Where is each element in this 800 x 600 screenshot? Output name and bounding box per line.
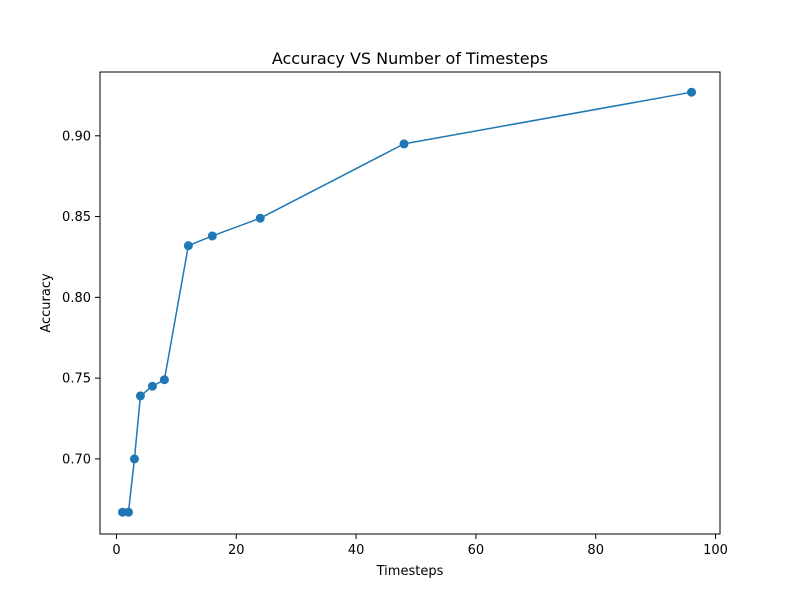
data-point bbox=[207, 231, 217, 241]
x-axis-label: Timesteps bbox=[376, 564, 444, 579]
data-point bbox=[255, 213, 265, 223]
x-tick-label: 60 bbox=[468, 543, 485, 558]
data-point bbox=[135, 391, 145, 401]
data-point bbox=[687, 87, 697, 97]
data-point bbox=[183, 241, 193, 251]
x-tick-label: 20 bbox=[228, 543, 245, 558]
y-axis-label: Accuracy bbox=[39, 273, 54, 333]
series-line bbox=[122, 91, 692, 513]
x-axis: 0 20 40 60 80 100 bbox=[112, 534, 728, 558]
x-tick-label: 40 bbox=[348, 543, 365, 558]
y-tick-label: 0.70 bbox=[62, 452, 91, 467]
chart-title: Accuracy VS Number of Timesteps bbox=[272, 49, 548, 68]
y-tick-label: 0.75 bbox=[62, 372, 91, 387]
data-point bbox=[123, 507, 133, 517]
y-tick-label: 0.80 bbox=[62, 291, 91, 306]
x-tick-label: 100 bbox=[703, 543, 728, 558]
x-tick-label: 0 bbox=[112, 543, 120, 558]
series-layer bbox=[117, 87, 697, 517]
x-tick-label: 80 bbox=[587, 543, 604, 558]
y-tick-label: 0.90 bbox=[62, 129, 91, 144]
y-axis: 0.70 0.75 0.80 0.85 0.90 bbox=[62, 129, 100, 467]
plot-area bbox=[99, 71, 721, 535]
data-point bbox=[159, 375, 169, 385]
y-tick-label: 0.85 bbox=[62, 210, 91, 225]
data-point bbox=[129, 454, 139, 464]
data-point bbox=[147, 381, 157, 391]
data-point bbox=[399, 139, 409, 149]
